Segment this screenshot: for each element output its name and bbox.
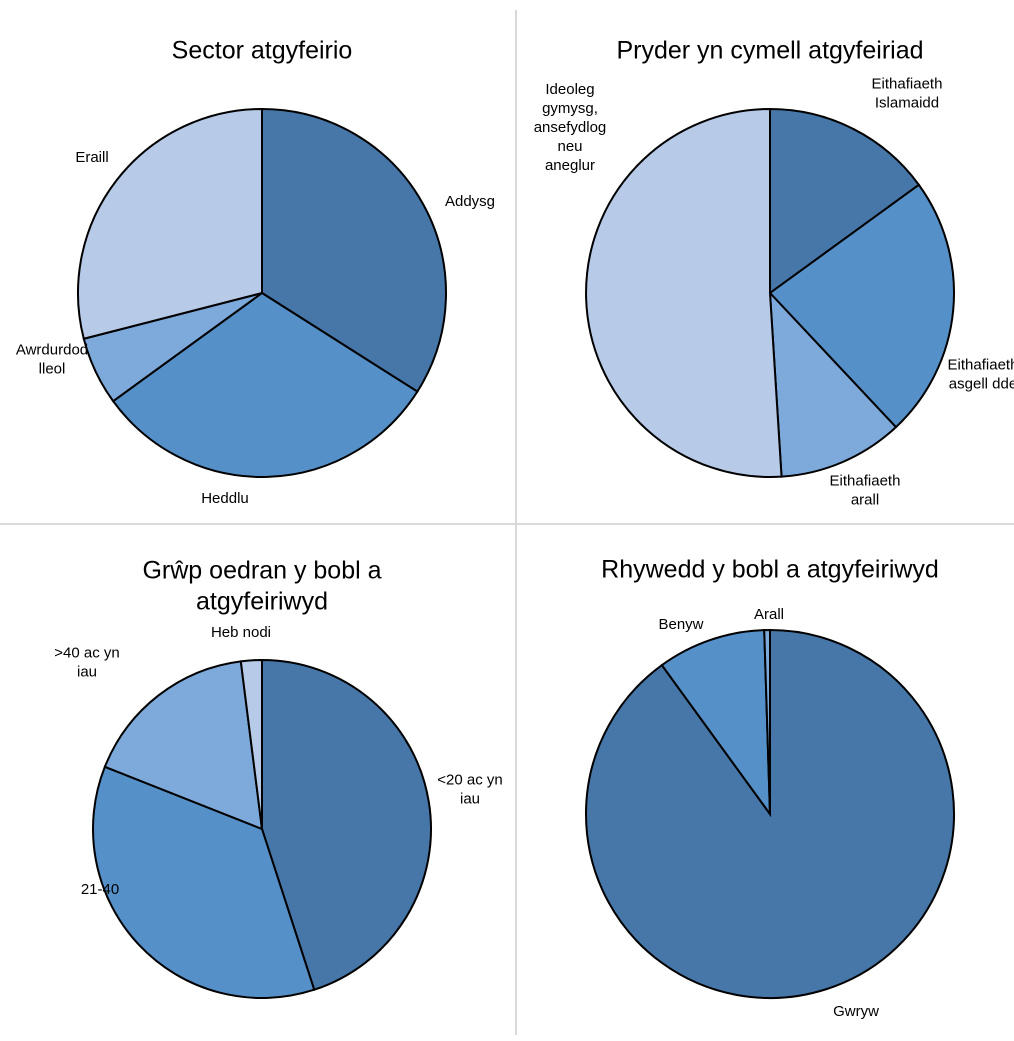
slice-label: Ideoleg gymysg, ansefydlog neu aneglur — [534, 81, 607, 174]
slice-label: Eraill — [75, 149, 108, 166]
pie-chart-1: Sector atgyfeirio Addysg Heddlu Awrdurdod ll… — [16, 37, 495, 507]
slice-label: Heddlu — [201, 490, 249, 507]
pie-slice — [768, 290, 898, 478]
chart-title: Rhywedd y bobl a atgyfeiriwyd — [601, 556, 939, 584]
pie-slice — [585, 107, 783, 478]
chart-title: Grŵp oedran y bobl a atgyfeiriwyd — [142, 557, 381, 616]
slice-label: 21-40 — [81, 881, 119, 898]
slice-label: Addysg — [445, 193, 495, 210]
pie-slice — [261, 658, 433, 991]
pie-slice — [769, 107, 921, 295]
pie-chart-3: Grŵp oedran y bobl a atgyfeiriwyd <20 ac y… — [54, 557, 503, 999]
pie-slice — [92, 765, 316, 999]
slice-label: <20 ac yn iau — [437, 771, 502, 807]
pie-slice — [261, 107, 447, 393]
slice-label: Eithafiaeth arall — [830, 472, 901, 508]
pie-slice — [660, 629, 772, 818]
slice-label: Heb nodi — [211, 624, 271, 641]
pie-slice — [103, 660, 264, 831]
pie-chart-4: Rhywedd y bobl a atgyfeiriwyd Gwryw Benyw A… — [585, 556, 955, 1020]
pie-slice — [763, 628, 771, 815]
slice-label: Eithafiaeth Islamaidd — [872, 75, 943, 111]
slice-label: Eithafiaeth asgell dde — [948, 356, 1014, 392]
slice-label: Benyw — [658, 616, 703, 633]
chart-title: Pryder yn cymell atgyfeiriad — [616, 37, 923, 65]
pie-chart-2: Pryder yn cymell atgyfeiriad Eithafiaeth I… — [534, 37, 1014, 509]
slice-label: Awrdurdod lleol — [16, 341, 88, 377]
slice-label: >40 ac yn iau — [54, 644, 119, 680]
pie-slice — [111, 291, 419, 478]
chart-title: Sector atgyfeirio — [172, 37, 353, 65]
slice-label: Arall — [754, 606, 784, 623]
pie-slice — [768, 183, 955, 429]
pie-slice — [239, 658, 263, 830]
slice-label: Gwryw — [833, 1003, 879, 1020]
pie-slice — [77, 107, 263, 340]
